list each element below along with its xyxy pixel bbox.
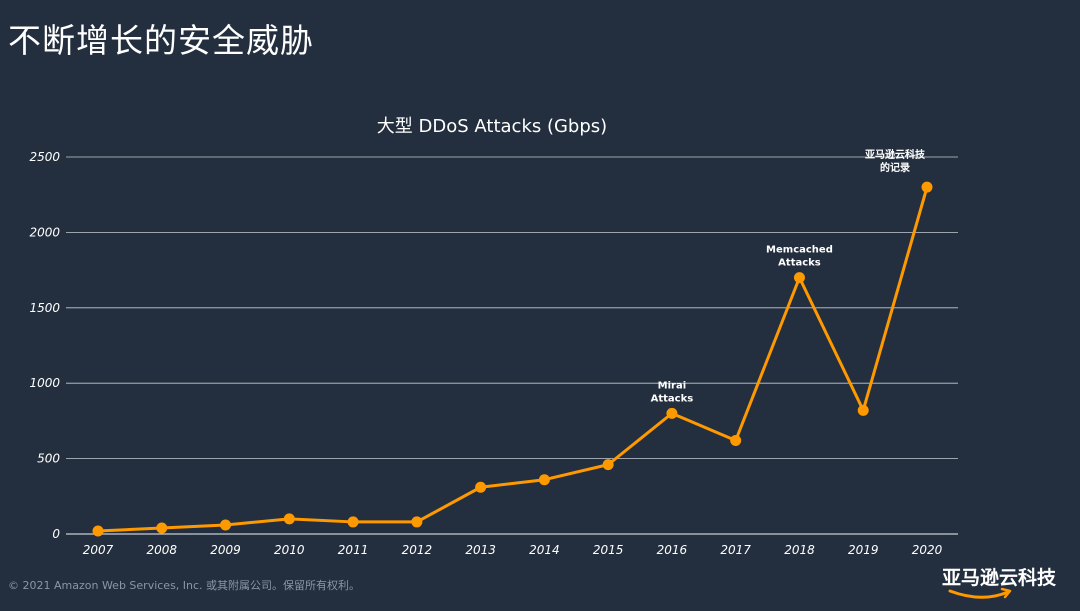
y-axis-ticks: 0 500 1000 1500 2000 2500 xyxy=(29,150,60,541)
data-point-2013 xyxy=(475,481,487,493)
series-polyline xyxy=(97,186,929,533)
x-tick-label: 2019 xyxy=(848,543,879,557)
annotation-line: 亚马逊云科技 xyxy=(865,148,926,161)
x-tick-label: 2007 xyxy=(83,543,114,557)
x-tick-label: 2012 xyxy=(402,543,433,557)
annotation-line: Memcached xyxy=(766,245,833,256)
data-point-2015 xyxy=(602,459,614,471)
x-tick-label: 2017 xyxy=(720,543,751,557)
data-point-2010 xyxy=(283,513,295,525)
x-tick-label: 2010 xyxy=(274,543,305,557)
x-axis-ticks: 2007 2008 2009 2010 2011 2012 2013 2014 2015 2016… xyxy=(83,543,943,557)
company-logo: 亚马逊云科技 xyxy=(942,563,1072,605)
data-point-2018 xyxy=(793,272,805,284)
x-tick-label: 2020 xyxy=(912,543,943,557)
chart-title: 大型 DDoS Attacks (Gbps) xyxy=(377,116,607,137)
grid-lines xyxy=(66,156,958,535)
annotation-line: 的记录 xyxy=(880,161,910,174)
data-point-2012 xyxy=(411,516,423,528)
x-tick-label: 2009 xyxy=(210,543,241,557)
data-point-2014 xyxy=(538,474,550,486)
y-tick-label: 2000 xyxy=(29,225,60,239)
y-tick-label: 500 xyxy=(37,452,60,466)
x-tick-label: 2014 xyxy=(529,543,560,557)
data-point-2009 xyxy=(220,519,232,531)
smile-arrow-icon xyxy=(948,587,1012,599)
copyright-footer: © 2021 Amazon Web Services, Inc. 或其附属公司。… xyxy=(8,579,361,592)
annotation-line: Mirai xyxy=(658,380,687,391)
data-point-2017 xyxy=(730,435,742,447)
x-tick-label: 2011 xyxy=(338,543,369,557)
logo-text: 亚马逊云科技 xyxy=(942,567,1057,589)
x-tick-label: 2015 xyxy=(593,543,624,557)
x-tick-label: 2013 xyxy=(465,543,496,557)
y-tick-label: 1500 xyxy=(29,301,60,315)
slide-title: 不断增长的安全威胁 xyxy=(8,21,314,60)
annotation-2016: Mirai Attacks xyxy=(651,380,694,404)
data-point-2008 xyxy=(156,522,168,534)
y-tick-label: 0 xyxy=(52,527,60,541)
x-tick-label: 2018 xyxy=(784,543,815,557)
x-tick-label: 2016 xyxy=(657,543,688,557)
data-point-2019 xyxy=(857,404,869,416)
y-tick-label: 2500 xyxy=(29,150,60,164)
annotation-2018: Memcached Attacks xyxy=(766,245,833,269)
data-point-2020 xyxy=(921,181,933,193)
x-tick-label: 2008 xyxy=(146,543,177,557)
annotation-line: Attacks xyxy=(778,258,821,269)
data-point-2016 xyxy=(666,407,678,419)
data-point-2007 xyxy=(92,525,104,537)
annotation-line: Attacks xyxy=(651,393,694,404)
y-tick-label: 1000 xyxy=(29,376,60,390)
series-line xyxy=(92,181,933,537)
data-point-2011 xyxy=(347,516,359,528)
